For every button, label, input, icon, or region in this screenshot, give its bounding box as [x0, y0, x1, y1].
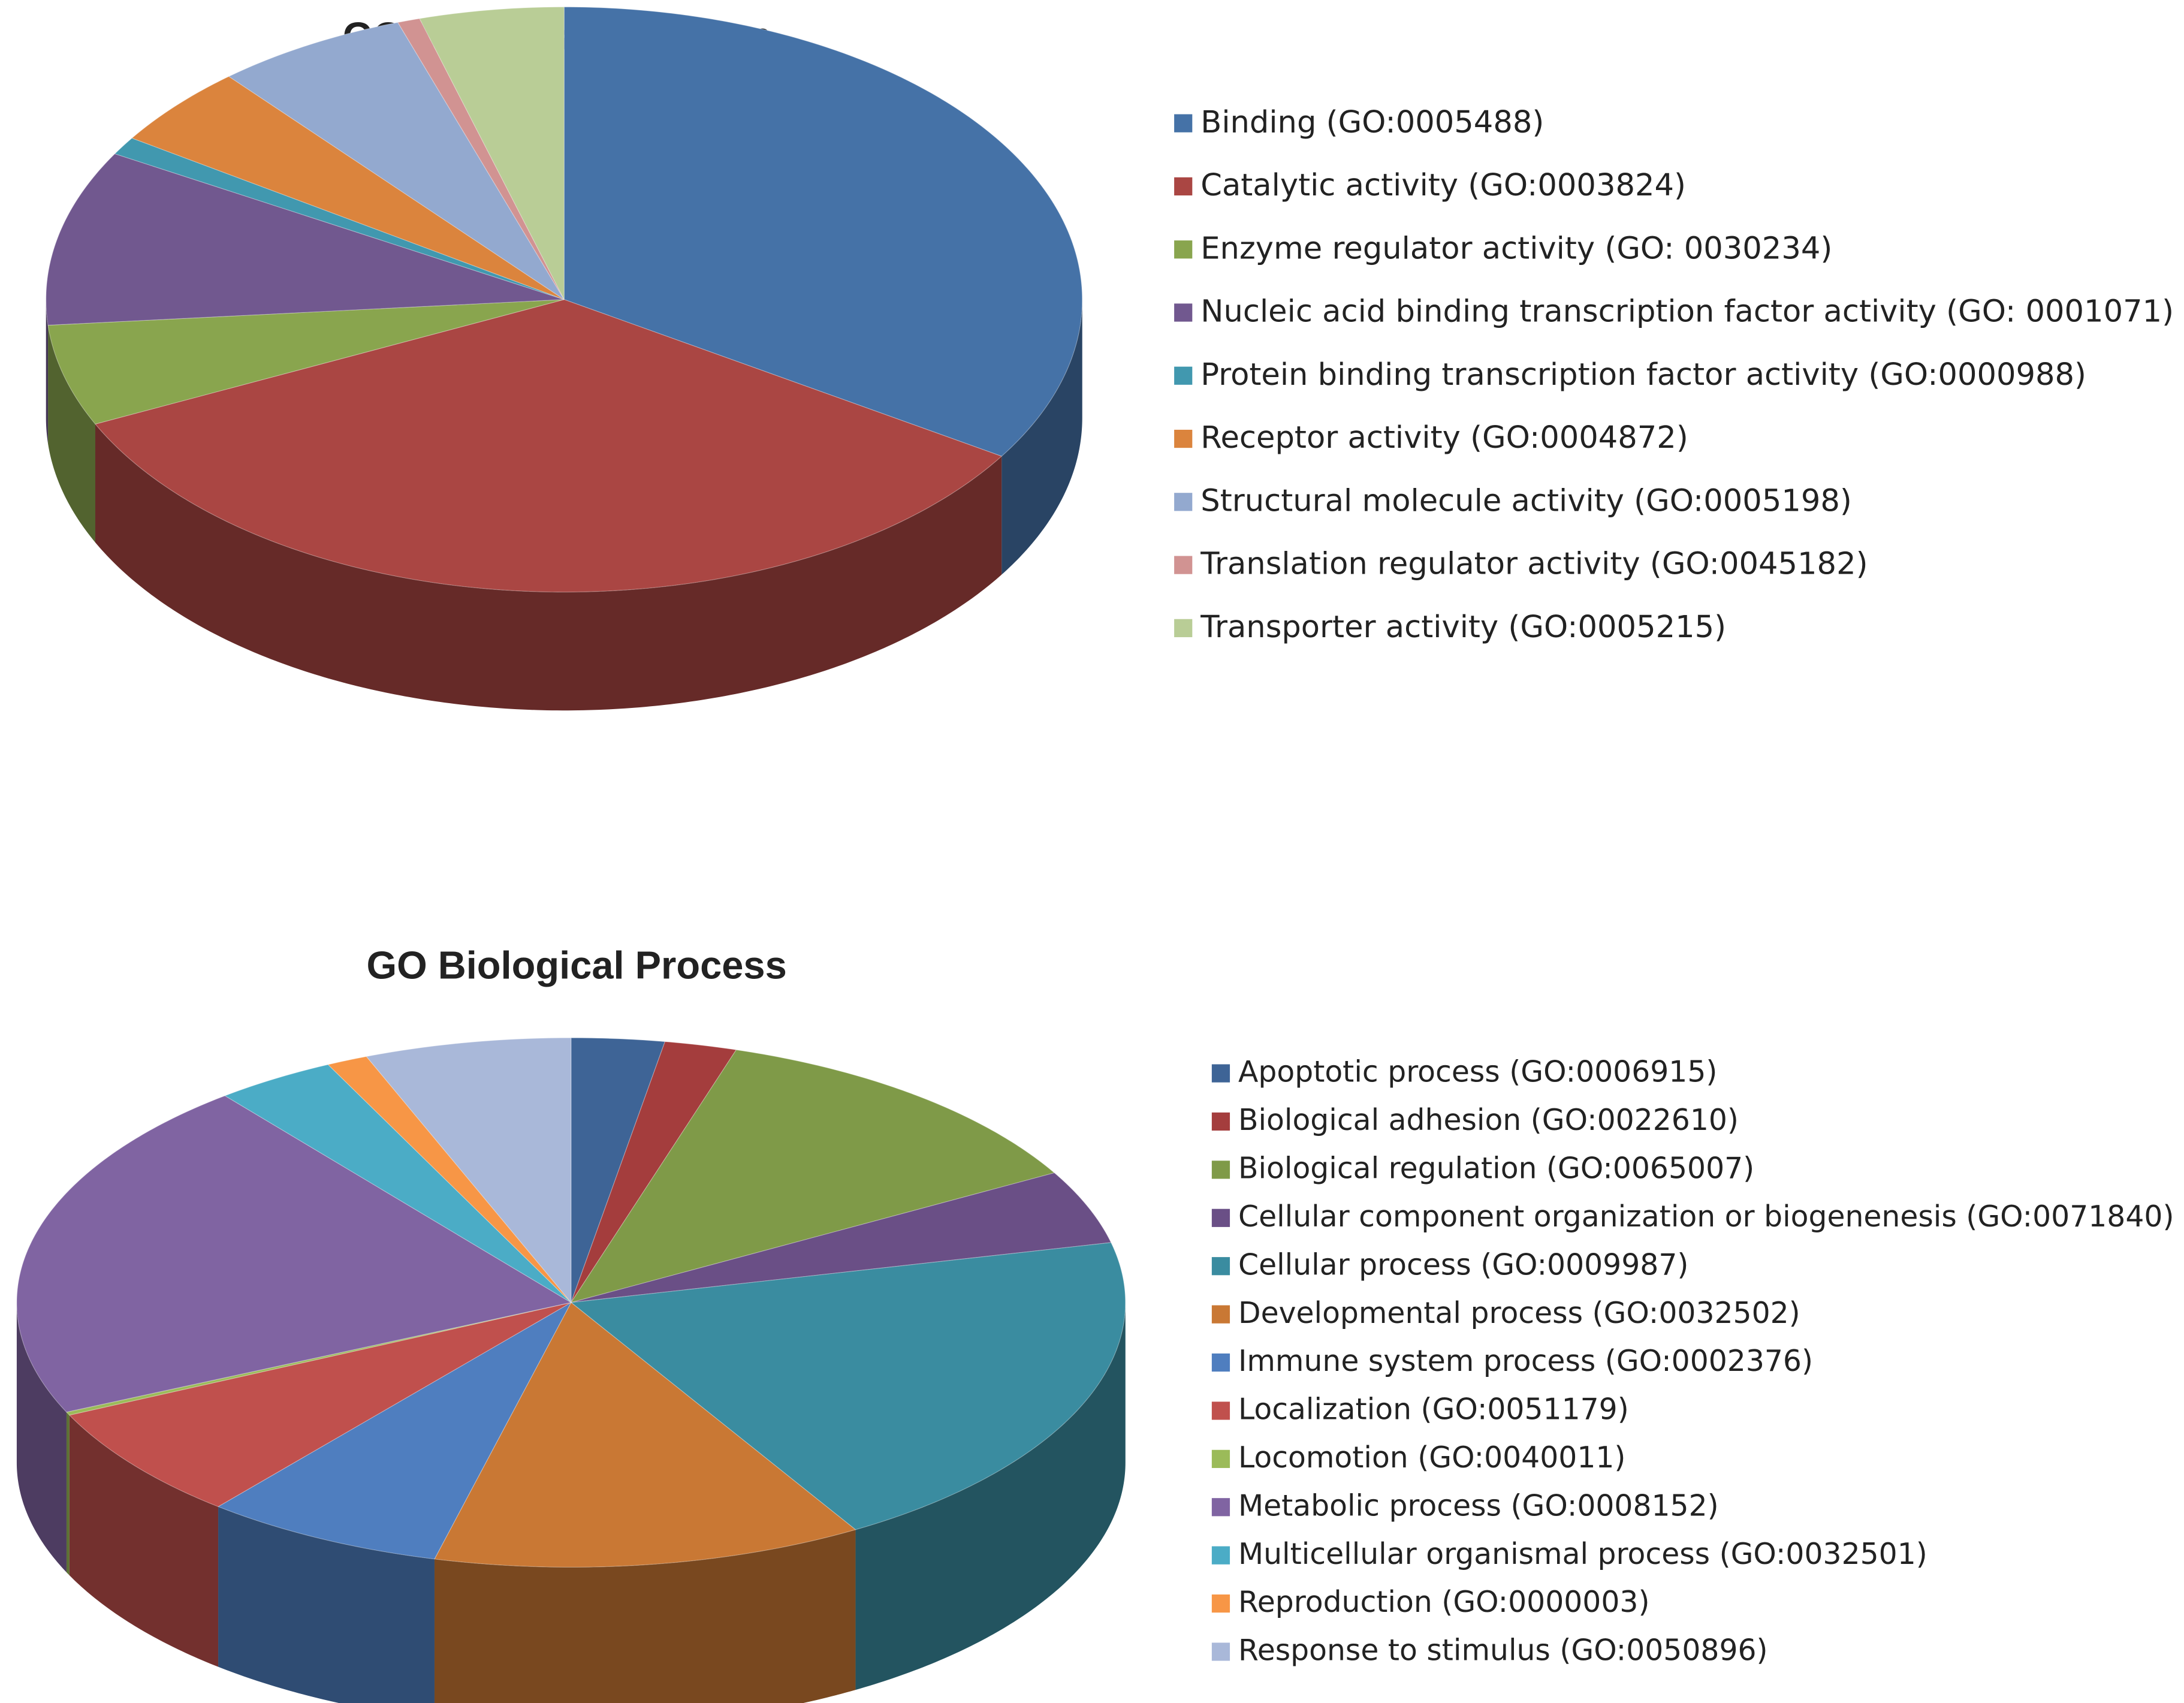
- legend-label: Structural molecule activity (GO:0005198…: [1200, 483, 1852, 519]
- legend-swatch: [1174, 429, 1193, 448]
- slice: [68, 1302, 572, 1508]
- slice-side: [1001, 299, 1082, 575]
- slice: [16, 1095, 572, 1413]
- legend-swatch: [1211, 1353, 1230, 1372]
- slice: [131, 76, 565, 300]
- legend-label: Cellular process (GO:0009987): [1238, 1247, 1688, 1282]
- legend-label: Enzyme regulator activity (GO: 0030234): [1200, 231, 1832, 266]
- legend-label: Biological adhesion (GO:0022610): [1238, 1103, 1739, 1137]
- slice: [571, 1041, 737, 1303]
- legend-label: Translation regulator activity (GO:00451…: [1200, 547, 1868, 582]
- slice: [217, 1301, 572, 1560]
- slice: [65, 1302, 571, 1416]
- legend-label: Immune system process (GO:0002376): [1238, 1344, 1813, 1378]
- slice: [366, 1037, 572, 1304]
- slice: [571, 1172, 1112, 1303]
- legend-label: Locomotion (GO:0040011): [1238, 1440, 1625, 1475]
- slice-side: [95, 424, 1002, 711]
- legend-label: Response to stimulus (GO:0050896): [1238, 1633, 1768, 1668]
- legend-swatch: [1211, 1401, 1230, 1420]
- slice: [114, 137, 565, 300]
- slice: [434, 1301, 856, 1568]
- slice-side: [16, 1302, 67, 1572]
- legend-swatch: [1211, 1208, 1230, 1227]
- slice: [94, 299, 1003, 593]
- legend-swatch: [1211, 1449, 1230, 1468]
- slice: [224, 1064, 572, 1303]
- legend-swatch: [1174, 556, 1193, 574]
- legend-swatch: [1211, 1546, 1230, 1565]
- slice: [47, 299, 565, 425]
- slice-side: [855, 1302, 1126, 1690]
- legend-swatch: [1174, 366, 1193, 385]
- legend-swatch: [1211, 1112, 1230, 1131]
- slice-side: [46, 299, 49, 444]
- legend-label: Cellular component organization or bioge…: [1238, 1199, 2174, 1234]
- slice: [563, 7, 1083, 457]
- slice: [419, 7, 565, 300]
- legend-label: Protein binding transcription factor act…: [1200, 357, 2086, 393]
- legend-swatch: [1211, 1498, 1230, 1517]
- slice: [46, 153, 565, 326]
- legend-swatch: [1211, 1064, 1230, 1083]
- slice: [397, 18, 565, 300]
- legend-label: Biological regulation (GO:0065007): [1238, 1152, 1754, 1186]
- slice-side: [218, 1506, 435, 1703]
- legend-label: Apoptotic process (GO:0006915): [1238, 1055, 1717, 1089]
- legend-swatch: [1174, 114, 1193, 132]
- legend-swatch: [1211, 1161, 1230, 1179]
- legend-swatch: [1211, 1305, 1230, 1324]
- legend-swatch: [1174, 619, 1193, 637]
- legend-label: Binding (GO:0005488): [1200, 105, 1544, 140]
- legend-label: Transporter activity (GO:0005215): [1200, 610, 1726, 645]
- legend-swatch: [1174, 303, 1193, 322]
- slice: [570, 1049, 1055, 1303]
- legend-swatch: [1174, 240, 1193, 259]
- legend-label: Developmental process (GO:0032502): [1238, 1296, 1800, 1330]
- legend-label: Multicellular organismal process (GO:003…: [1238, 1537, 1927, 1571]
- slice-side: [69, 1415, 219, 1667]
- slice-side: [66, 1412, 70, 1576]
- legend-label: Nucleic acid binding transcription facto…: [1200, 294, 2174, 330]
- chart-title: GO Biological Process: [366, 943, 786, 987]
- slice-side: [48, 325, 96, 542]
- legend-swatch: [1211, 1642, 1230, 1661]
- legend-label: Reproduction (GO:0000003): [1238, 1585, 1649, 1619]
- legend-label: Localization (GO:0051179): [1238, 1392, 1629, 1427]
- legend-swatch: [1211, 1257, 1230, 1276]
- legend-label: Metabolic process (GO:0008152): [1238, 1488, 1719, 1523]
- slice: [228, 22, 565, 300]
- slice-side: [434, 1529, 856, 1703]
- legend-label: Catalytic activity (GO:0003824): [1200, 168, 1686, 203]
- slice: [571, 1037, 666, 1303]
- slice: [570, 1242, 1126, 1530]
- slice: [327, 1056, 572, 1303]
- legend-swatch: [1211, 1594, 1230, 1613]
- legend-label: Receptor activity (GO:0004872): [1200, 420, 1688, 456]
- legend-swatch: [1174, 493, 1193, 511]
- legend-swatch: [1174, 177, 1193, 196]
